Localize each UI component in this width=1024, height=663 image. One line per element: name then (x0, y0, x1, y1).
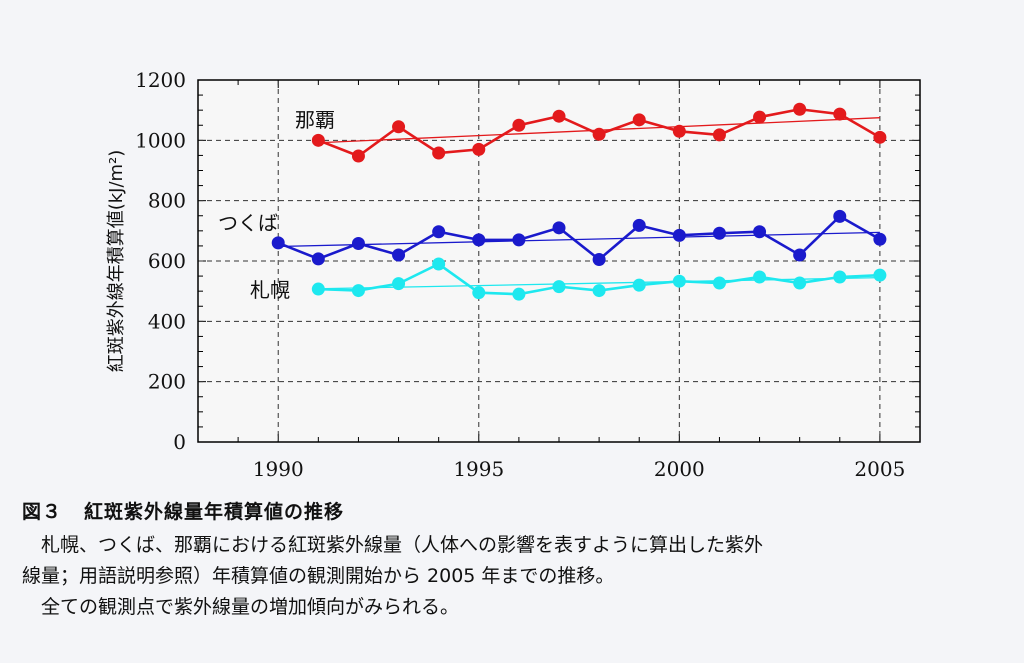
data-point (311, 133, 325, 147)
figure-number: 図３ (22, 501, 63, 523)
data-point (392, 277, 406, 291)
data-point (512, 118, 526, 132)
series-label: 札幌 (250, 278, 290, 302)
data-point (873, 268, 887, 282)
data-point (592, 284, 606, 298)
data-point (672, 228, 686, 242)
series-points (271, 102, 887, 301)
data-point (873, 130, 887, 144)
data-point (632, 218, 646, 232)
uv-annual-chart: 0 200 400 600 800 1000 1200 1990 1995 2000 2005 那… (106, 68, 921, 481)
y-tick-labels: 0 200 400 600 800 1000 1200 (135, 68, 186, 454)
data-point (351, 237, 365, 251)
data-point (833, 270, 847, 284)
data-point (793, 248, 807, 262)
data-point (512, 233, 526, 247)
caption-line-1: 札幌、つくば、那覇における紅斑紫外線量（人体への影響を表すように算出した紫外 (41, 534, 764, 556)
y-tick-label: 800 (148, 189, 186, 213)
data-point (753, 225, 767, 239)
caption-line-2: 線量；用語説明参照）年積算値の観測開始から 2005 年までの推移。 (22, 565, 615, 587)
series-label: 那覇 (295, 108, 335, 132)
data-point (712, 226, 726, 240)
series-line (277, 214, 881, 262)
data-point (873, 232, 887, 246)
x-tick-label: 2000 (654, 457, 705, 481)
data-point (432, 257, 446, 271)
data-point (833, 107, 847, 121)
data-point (392, 248, 406, 262)
data-point (712, 128, 726, 142)
data-point (793, 102, 807, 116)
data-point (311, 282, 325, 296)
y-tick-label: 1200 (135, 68, 186, 92)
grid-lines (198, 80, 920, 442)
y-tick-label: 600 (148, 249, 186, 273)
data-point (552, 280, 566, 294)
data-point (592, 252, 606, 266)
x-tick-label: 1990 (253, 457, 304, 481)
data-point (753, 270, 767, 284)
data-point (552, 221, 566, 235)
data-point (432, 146, 446, 160)
y-tick-label: 200 (148, 370, 186, 394)
data-point (472, 233, 486, 247)
series-label: つくば (218, 211, 278, 235)
data-point (672, 274, 686, 288)
data-point (632, 278, 646, 292)
data-point (833, 209, 847, 223)
figure-caption: 図３ 紅斑紫外線量年積算値の推移 札幌、つくば、那覇における紅斑紫外線量（人体への… (22, 497, 1012, 623)
x-tick-label: 2005 (854, 457, 905, 481)
data-point (552, 109, 566, 123)
trend-line (318, 276, 880, 290)
caption-title: 図３ 紅斑紫外線量年積算値の推移 (22, 497, 1012, 524)
data-point (351, 149, 365, 163)
data-point (712, 276, 726, 290)
plot-frame (197, 79, 921, 443)
data-point (512, 287, 526, 301)
figure-title: 紅斑紫外線量年積算値の推移 (84, 501, 345, 523)
y-tick-label: 0 (173, 430, 186, 454)
data-point (472, 286, 486, 300)
x-tick-label: 1995 (453, 457, 504, 481)
y-tick-label: 400 (148, 309, 186, 333)
data-point (672, 124, 686, 138)
data-point (793, 276, 807, 290)
data-point (472, 142, 486, 156)
data-point (351, 284, 365, 298)
data-point (311, 252, 325, 266)
caption-line-3: 全ての観測点で紫外線量の増加傾向がみられる。 (41, 596, 460, 618)
y-tick-label: 1000 (135, 128, 186, 152)
x-tick-labels: 1990 1995 2000 2005 (253, 457, 906, 481)
data-point (432, 225, 446, 239)
y-axis-label: 紅斑紫外線年積算値(kJ/m²) (106, 150, 127, 373)
data-point (271, 236, 285, 250)
data-point (632, 113, 646, 127)
data-point (392, 120, 406, 134)
data-point (592, 127, 606, 141)
trend-line (278, 231, 880, 248)
data-point (753, 110, 767, 124)
